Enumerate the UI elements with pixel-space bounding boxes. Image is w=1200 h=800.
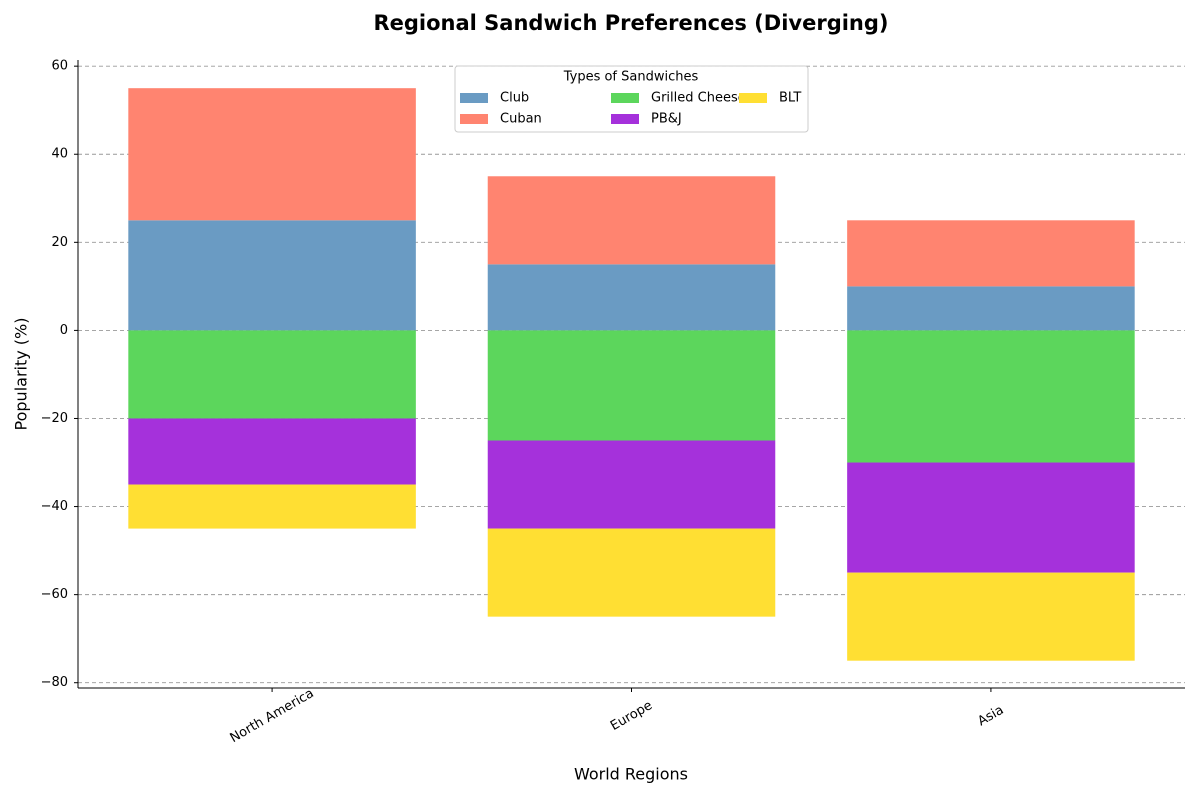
bar: [487, 440, 776, 529]
bar: [128, 484, 416, 529]
legend-label: Club: [500, 91, 529, 106]
bar: [847, 286, 1135, 331]
y-tick-label: −20: [41, 411, 68, 426]
legend-label: Grilled Cheese: [651, 91, 746, 106]
legend-label: Cuban: [500, 112, 542, 127]
bar: [487, 264, 776, 331]
x-tick-label: North America: [228, 686, 317, 746]
y-tick-label: 0: [60, 323, 68, 338]
bar: [847, 330, 1135, 463]
y-axis-label: Popularity (%): [12, 318, 31, 431]
legend-swatch: [460, 114, 488, 124]
legend-swatch: [739, 93, 767, 103]
bar: [847, 572, 1135, 661]
x-axis-label: World Regions: [574, 765, 688, 784]
chart-title: Regional Sandwich Preferences (Diverging…: [373, 11, 888, 35]
bar: [128, 330, 416, 419]
legend-swatch: [611, 114, 639, 124]
y-tick-label: 20: [51, 235, 68, 250]
legend-title: Types of Sandwiches: [563, 70, 699, 85]
y-tick-label: −80: [41, 675, 68, 690]
bar: [128, 418, 416, 485]
y-tick-label: 60: [51, 59, 68, 74]
x-tick-label: Europe: [608, 698, 655, 734]
y-tick-label: −60: [41, 587, 68, 602]
bar: [487, 176, 776, 265]
bar: [847, 462, 1135, 573]
bar: [487, 528, 776, 617]
y-tick-label: −40: [41, 499, 68, 514]
y-tick-label: 40: [51, 147, 68, 162]
legend-label: BLT: [779, 91, 801, 106]
legend-swatch: [460, 93, 488, 103]
bar: [847, 220, 1135, 287]
bar: [128, 220, 416, 331]
legend-swatch: [611, 93, 639, 103]
bar: [487, 330, 776, 441]
legend-label: PB&J: [651, 112, 682, 127]
bar: [128, 88, 416, 221]
x-tick-label: Asia: [975, 703, 1006, 730]
